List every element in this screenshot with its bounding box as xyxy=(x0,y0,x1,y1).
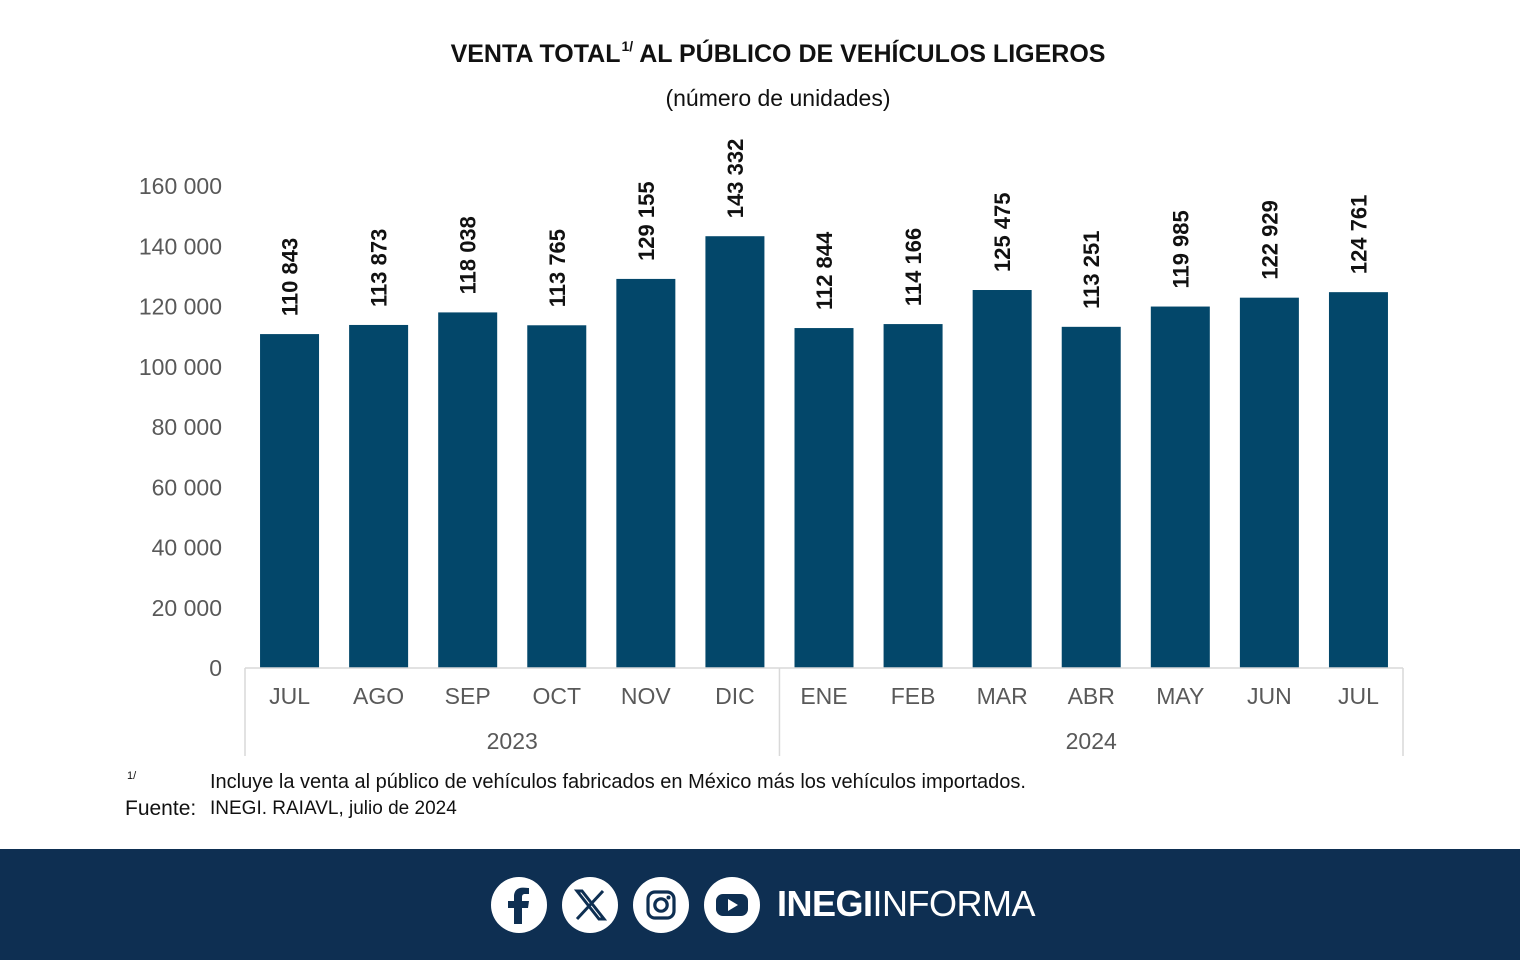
bar xyxy=(794,328,854,668)
chart-subtitle: (número de unidades) xyxy=(665,85,891,111)
x-icon[interactable] xyxy=(562,877,618,933)
x-tick-label: MAY xyxy=(1156,683,1204,709)
year-group-label: 2024 xyxy=(1066,728,1117,754)
x-tick-label: ENE xyxy=(800,683,847,709)
footnote-marker: 1/ xyxy=(127,770,137,782)
data-label: 112 844 xyxy=(812,231,837,310)
bar-chart: 0 20 000 40 000 60 000 80 000 100 000 120 000 1… xyxy=(139,139,1404,756)
bar xyxy=(1239,297,1299,668)
chart-title: VENTA TOTAL1/ AL PÚBLICO DE VEHÍCULOS LI… xyxy=(450,38,1106,68)
data-label: 129 155 xyxy=(634,181,659,261)
data-label: 114 166 xyxy=(901,228,926,306)
x-tick-label: JUN xyxy=(1247,683,1292,709)
y-tick-label: 140 000 xyxy=(139,233,222,259)
y-tick-label: 40 000 xyxy=(152,535,222,561)
data-label: 122 929 xyxy=(1257,200,1282,280)
x-tick-label: MAR xyxy=(977,683,1028,709)
data-label: 113 251 xyxy=(1079,231,1104,309)
x-tick-label: ABR xyxy=(1068,683,1115,709)
brand-logo: INEGIINFORMA xyxy=(777,883,1036,924)
y-tick-label: 20 000 xyxy=(152,595,222,621)
x-tick-label: JUL xyxy=(1338,683,1379,709)
year-group-label: 2023 xyxy=(487,728,538,754)
x-tick-label: SEP xyxy=(445,683,491,709)
data-label: 124 761 xyxy=(1346,195,1371,275)
x-tick-label: JUL xyxy=(269,683,310,709)
bar xyxy=(1061,326,1121,668)
data-label: 113 765 xyxy=(545,229,570,307)
data-label: 118 038 xyxy=(456,216,481,294)
data-label: 119 985 xyxy=(1168,210,1193,288)
source-text: INEGI. RAIAVL, julio de 2024 xyxy=(210,798,457,819)
y-tick-label: 80 000 xyxy=(152,414,222,440)
x-tick-label: FEB xyxy=(891,683,936,709)
bar xyxy=(1328,292,1388,668)
bar xyxy=(527,325,587,668)
bar xyxy=(705,236,765,669)
x-tick-label: DIC xyxy=(715,683,755,709)
bar xyxy=(260,334,320,668)
facebook-icon[interactable] xyxy=(491,877,547,933)
bar xyxy=(438,312,498,668)
x-tick-label: AGO xyxy=(353,683,404,709)
bar xyxy=(972,290,1032,668)
bar xyxy=(883,324,943,668)
footer-bar: INEGIINFORMA xyxy=(0,849,1520,960)
x-tick-label: OCT xyxy=(532,683,581,709)
x-tick-label: NOV xyxy=(621,683,672,709)
bar xyxy=(1150,306,1210,668)
youtube-icon[interactable] xyxy=(704,877,760,933)
y-tick-label: 0 xyxy=(209,655,222,681)
instagram-icon[interactable] xyxy=(633,877,689,933)
data-label: 143 332 xyxy=(723,139,748,219)
y-tick-label: 160 000 xyxy=(139,173,222,199)
footnote-text: Incluye la venta al público de vehículos… xyxy=(210,771,1026,793)
data-label: 110 843 xyxy=(278,238,303,316)
data-label: 113 873 xyxy=(367,229,392,307)
source-label: Fuente: xyxy=(125,797,197,820)
y-tick-label: 60 000 xyxy=(152,474,222,500)
y-tick-label: 100 000 xyxy=(139,354,222,380)
data-label: 125 475 xyxy=(990,192,1015,272)
bar xyxy=(349,324,409,668)
bar xyxy=(616,278,676,668)
y-tick-label: 120 000 xyxy=(139,294,222,320)
